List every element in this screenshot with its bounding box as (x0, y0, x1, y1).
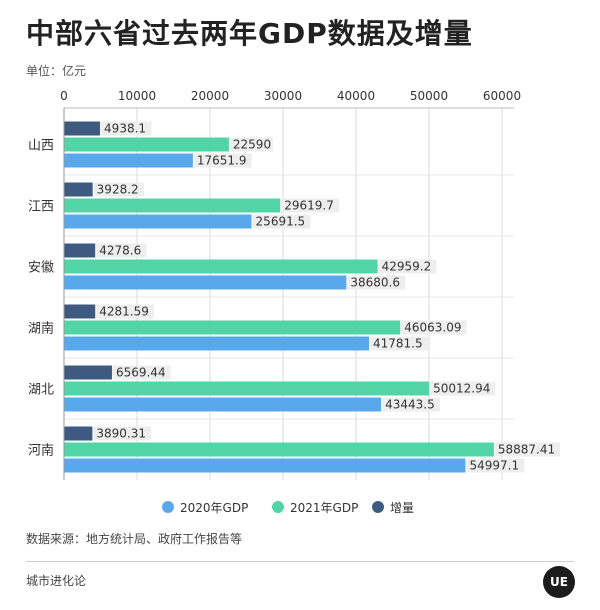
legend-marker (272, 501, 284, 513)
data-label: 6569.44 (116, 366, 166, 380)
gdp2020-bar (64, 214, 252, 229)
gdp2020-bar (64, 397, 382, 412)
data-label: 17651.9 (197, 154, 247, 168)
data-label-bg (370, 336, 428, 351)
gdp2021-bar (64, 320, 401, 335)
data-label-bg (193, 153, 252, 168)
legend-marker (372, 501, 384, 513)
legend-label: 2020年GDP (180, 501, 248, 515)
increment-bar (64, 365, 112, 380)
gdp2021-bar (64, 259, 378, 274)
footer-divider (26, 561, 574, 562)
x-tick-label: 40000 (337, 89, 375, 103)
gdp2020-bar (64, 275, 347, 290)
gdp2021-bar (64, 381, 430, 396)
data-label: 29619.7 (284, 199, 334, 213)
data-label-bg (96, 243, 147, 258)
category-label: 山西 (28, 139, 54, 154)
legend-label: 增量 (390, 501, 414, 515)
data-label: 3890.31 (96, 427, 146, 441)
gdp2020-bar (64, 336, 370, 351)
data-label-bg (401, 320, 467, 335)
x-tick-label: 10000 (118, 89, 156, 103)
category-label: 江西 (28, 200, 54, 215)
legend-label: 2021年GDP (290, 501, 358, 515)
brand-logo: UE (543, 566, 575, 598)
data-label-bg (378, 259, 437, 274)
data-label: 4278.6 (99, 244, 141, 258)
data-label: 3928.2 (97, 183, 139, 197)
data-label: 38680.6 (350, 276, 400, 290)
data-label: 41781.5 (373, 337, 423, 351)
data-label: 22590 (233, 138, 271, 152)
gdp2021-bar (64, 442, 494, 457)
category-label: 安徽 (28, 261, 54, 276)
data-label: 58887.41 (498, 443, 555, 457)
chart-title: 中部六省过去两年GDP数据及增量 (26, 17, 473, 50)
x-tick-label: 30000 (264, 89, 302, 103)
increment-bar (64, 304, 96, 319)
data-label-bg (347, 275, 406, 290)
data-label-bg (101, 121, 152, 136)
data-label: 43443.5 (385, 398, 435, 412)
increment-bar (64, 243, 96, 258)
data-label: 4281.59 (99, 305, 149, 319)
data-label: 50012.94 (433, 382, 490, 396)
data-label-bg (112, 365, 171, 380)
data-label-bg (281, 198, 340, 213)
data-label: 46063.09 (404, 321, 461, 335)
gdp2021-bar (64, 137, 229, 152)
legend-marker (162, 501, 174, 513)
data-label-bg (382, 397, 440, 412)
data-label: 54997.1 (469, 459, 519, 473)
increment-bar (64, 182, 93, 197)
increment-bar (64, 426, 93, 441)
category-label: 河南 (28, 443, 54, 459)
data-label: 42959.2 (382, 260, 432, 274)
unit-label: 单位：亿元 (26, 64, 87, 78)
gdp2020-bar (64, 153, 193, 168)
x-tick-label: 0 (60, 89, 68, 103)
category-label: 湖南 (28, 321, 54, 337)
data-label-bg (430, 381, 496, 396)
gdp2021-bar (64, 198, 281, 213)
gdp2020-bar (64, 458, 466, 473)
brand-name: 城市进化论 (26, 574, 87, 588)
increment-bar (64, 121, 101, 136)
data-label-bg (494, 442, 561, 457)
data-label-bg (252, 214, 311, 229)
data-label-bg (96, 304, 155, 319)
x-tick-label: 20000 (191, 89, 229, 103)
data-label: 25691.5 (256, 215, 306, 229)
data-label: 4938.1 (104, 122, 146, 136)
x-tick-label: 60000 (483, 89, 521, 103)
category-label: 湖北 (28, 383, 54, 398)
data-label-bg (466, 458, 525, 473)
data-label-bg (93, 426, 152, 441)
x-tick-label: 50000 (410, 89, 448, 103)
data-label-bg (229, 137, 273, 152)
data-source: 数据来源：地方统计局、政府工作报告等 (26, 532, 243, 546)
data-label-bg (93, 182, 145, 197)
